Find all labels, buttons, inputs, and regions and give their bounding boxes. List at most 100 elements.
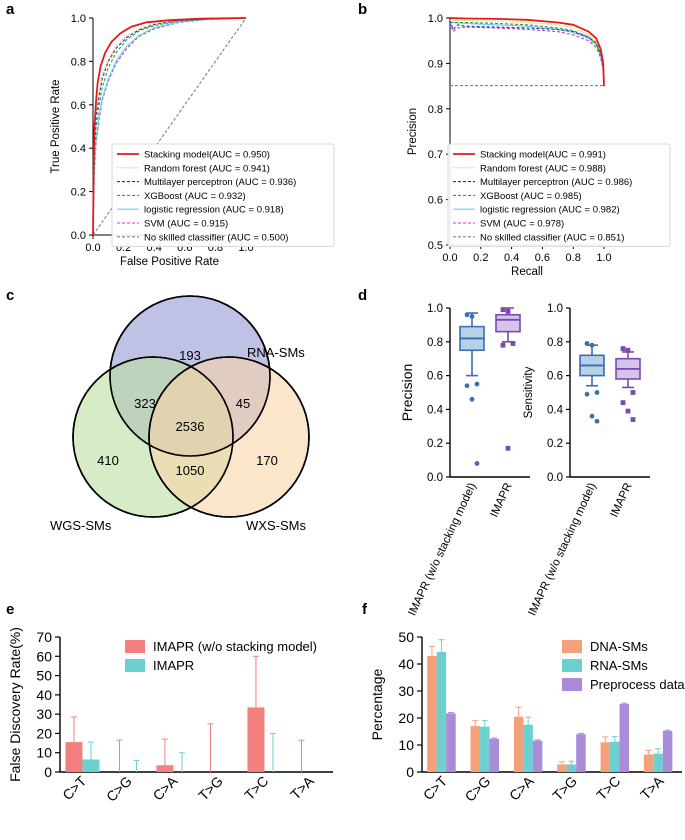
box-outlier (625, 347, 631, 353)
y-tick-label: 0.6 (547, 371, 563, 383)
legend-entry: Preprocess data (590, 677, 685, 692)
y-tick-label: 0.5 (428, 240, 443, 252)
y-axis-label: Precision (399, 364, 415, 422)
bar (489, 738, 500, 772)
legend-entry: Stacking model(AUC = 0.950) (144, 150, 270, 161)
category-label: C>T (420, 772, 451, 803)
bar (576, 734, 586, 772)
legend-entry: Multilayer perceptron (AUC = 0.936) (144, 177, 296, 188)
box-outlier (500, 342, 506, 348)
legend-swatch (125, 659, 145, 672)
y-tick-label: 30 (398, 683, 414, 699)
legend-box (111, 143, 335, 247)
box-iqr (495, 313, 521, 333)
box-outlier (594, 418, 600, 424)
x-tick-label: 1.0 (596, 252, 611, 264)
series-line-1 (449, 19, 605, 87)
y-tick-label: 0.4 (547, 404, 564, 416)
x-tick-label: 0.0 (442, 252, 457, 264)
y-axis-label: Sensitivity (523, 366, 535, 418)
y-tick-label: 20 (36, 725, 52, 741)
y-tick-label: 0.2 (547, 438, 563, 450)
series-line-5 (92, 17, 247, 236)
y-tick-label: 0.6 (71, 100, 86, 112)
boxplot-panel: 0.0 0.2 0.4 0.6 0.8 1.0 Precision IMAPR (w/o st… (399, 303, 650, 618)
box-outlier (589, 342, 595, 348)
venn-value-all: 2536 (176, 419, 205, 434)
y-tick-label: 0.7 (428, 149, 443, 161)
series-line-3 (450, 21, 605, 87)
legend-swatch (562, 640, 582, 653)
legend-entry: logistic regression (AUC = 0.918) (144, 205, 284, 216)
bar (566, 764, 577, 772)
y-tick-label: 0.4 (427, 404, 444, 416)
category-label: T>A (287, 772, 317, 802)
y-tick-label: 0.8 (428, 104, 443, 116)
box-category-label: IMAPR (608, 481, 634, 519)
y-tick-label: 50 (398, 629, 414, 645)
x-tick-label: 0.6 (535, 252, 550, 264)
y-tick-label: 10 (36, 745, 52, 761)
box-outlier (584, 391, 590, 397)
y-axis-label: True Positive Rate (50, 79, 62, 173)
legend-swatch (562, 678, 582, 691)
venn-circle-wxs (148, 356, 310, 518)
y-tick-label: 0.8 (547, 337, 563, 349)
bar (156, 765, 174, 772)
y-tick-label: 40 (398, 656, 414, 672)
legend-entry: Multilayer perceptron (AUC = 0.986) (480, 177, 632, 188)
box-outlier (620, 346, 626, 351)
box-outlier (510, 341, 516, 346)
category-label: T>C (593, 773, 623, 803)
legend-entry: SVM (AUC = 0.915) (144, 219, 228, 230)
venn-value-wxs-only: 170 (256, 453, 278, 468)
y-tick-label: 0.6 (428, 195, 443, 207)
series-line-4 (92, 17, 247, 236)
legend-swatch (125, 640, 145, 653)
venn-label-wgs: WGS-SMs (50, 518, 112, 533)
y-tick-label: 0.6 (427, 371, 443, 383)
box-outlier (469, 314, 475, 319)
category-label: C>T (59, 772, 90, 803)
box-outlier (630, 390, 636, 395)
legend-entry: DNA-SMs (590, 639, 648, 654)
box-outlier (625, 408, 631, 414)
bar (446, 713, 456, 772)
series-line-0 (92, 17, 247, 236)
percentage-bar-panel: 0 10 20 30 40 50 Percentage C>T C>G C>A T>G T>C T>A D… (369, 629, 685, 805)
y-tick-label: 0.2 (427, 438, 443, 450)
bar (436, 651, 447, 772)
bar (532, 740, 543, 772)
box-outlier (505, 308, 511, 314)
category-label: T>A (637, 772, 667, 802)
y-tick-label: 1.0 (428, 13, 443, 25)
y-axis-label: Percentage (369, 668, 385, 740)
roc-curve-panel: 0.0 0.2 0.4 0.6 0.8 1.00.00.20.40.60.81.0Fals… (50, 13, 335, 268)
y-tick-label: 30 (36, 706, 52, 722)
series-line-4 (449, 21, 605, 87)
bar (610, 741, 620, 772)
legend-entry: XGBoost (AUC = 0.985) (480, 191, 582, 202)
series-line-5 (449, 22, 605, 87)
y-tick-label: 40 (36, 687, 52, 703)
category-label: T>C (241, 773, 271, 803)
y-axis-label: False Discovery Rate(%) (7, 627, 23, 782)
bar (643, 754, 654, 772)
y-tick-label: 10 (398, 737, 414, 753)
bar (619, 703, 630, 772)
category-label: C>G (462, 773, 494, 805)
y-tick-label: 0 (44, 764, 52, 780)
series-line-6 (92, 17, 247, 236)
category-label: C>A (150, 772, 181, 803)
category-label: C>G (103, 773, 135, 805)
box-category-label: IMAPR (488, 481, 514, 519)
box-outlier (505, 445, 511, 451)
box-outlier (620, 400, 626, 406)
y-axis-label: Precision (407, 108, 419, 155)
y-tick-label: 0.0 (427, 472, 443, 484)
venn-label-rna: RNA-SMs (247, 345, 305, 360)
legend-entry: No skilled classifier (AUC = 0.500) (144, 232, 288, 243)
y-tick-label: 1.0 (547, 303, 563, 315)
bar (557, 764, 567, 772)
x-tick-label: 0.0 (85, 242, 100, 254)
